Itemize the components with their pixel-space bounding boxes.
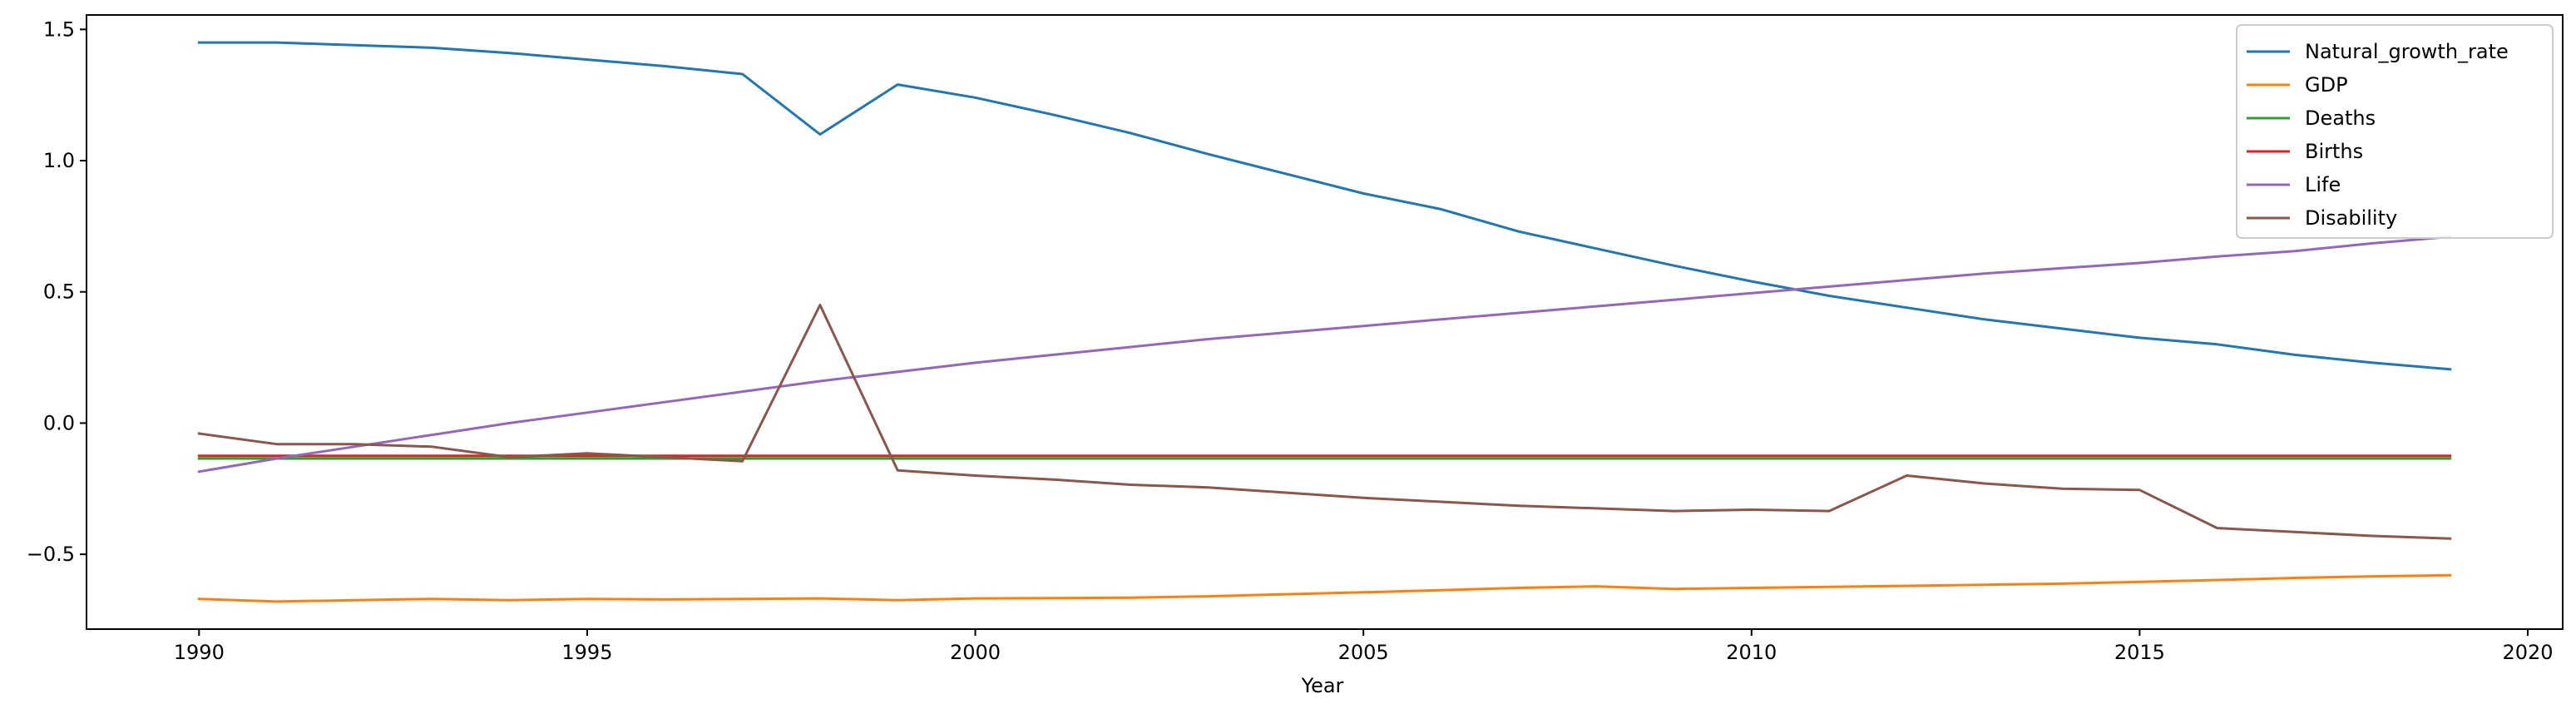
legend-entry: Disability [2305,206,2397,230]
legend: Natural_growth_rate GDP Deaths Births Life Di… [2236,24,2554,239]
plot-frame [86,14,2564,630]
y-tick-label: 0.5 [43,280,75,304]
series-layer [197,41,2452,603]
x-axis-label: Year [1301,674,1344,697]
y-tick-label: 1.0 [43,149,75,172]
x-tick-label: 2010 [1726,641,1777,664]
series-line-gdp [197,573,2452,603]
x-tick-label: 2005 [1338,641,1389,664]
x-axis-ticks: 1990 1995 2000 2005 2010 2015 2020 [174,629,2554,664]
x-tick-label: 2015 [2114,641,2165,664]
legend-entry: Births [2305,140,2363,163]
series-line-natural-growth-rate [197,41,2452,371]
x-tick-label: 1995 [561,641,612,664]
legend-entry: Life [2305,173,2341,196]
y-tick-label: 0.0 [43,411,75,434]
legend-box [2236,24,2554,239]
y-tick-label: 1.5 [43,17,75,41]
x-tick-label: 1990 [174,641,225,664]
y-tick-label: −0.5 [27,543,75,566]
x-tick-label: 2020 [2502,641,2553,664]
legend-entry: Deaths [2305,107,2376,130]
legend-entry: GDP [2305,73,2348,97]
series-line-disability [197,304,2452,540]
y-axis-ticks: −0.5 0.0 0.5 1.0 1.5 [27,17,87,566]
x-tick-label: 2000 [950,641,1001,664]
series-line-life [197,235,2452,474]
legend-entry: Natural_growth_rate [2305,40,2509,63]
